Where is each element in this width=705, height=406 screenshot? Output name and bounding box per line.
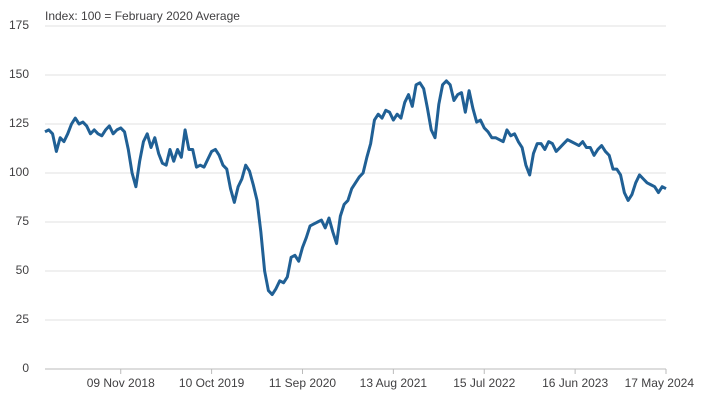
y-tick-label: 100 — [9, 165, 29, 179]
y-tick-label: 150 — [9, 67, 29, 81]
y-tick-label: 0 — [22, 361, 29, 375]
x-tick-label: 09 Nov 2018 — [87, 376, 155, 390]
x-tick-label: 10 Oct 2019 — [179, 376, 245, 390]
chart-subtitle: Index: 100 = February 2020 Average — [45, 9, 240, 23]
y-tick-label: 75 — [16, 214, 30, 228]
x-tick-label: 16 Jun 2023 — [542, 376, 608, 390]
x-tick-label: 13 Aug 2021 — [360, 376, 428, 390]
y-tick-label: 125 — [9, 116, 29, 130]
x-tick-label: 11 Sep 2020 — [269, 376, 336, 390]
y-tick-label: 50 — [16, 263, 30, 277]
x-tick-label: 15 Jul 2022 — [453, 376, 515, 390]
y-tick-label: 25 — [16, 312, 30, 326]
y-tick-label: 175 — [9, 18, 29, 32]
x-tick-label: 17 May 2024 — [625, 376, 695, 390]
data-line — [44, 79, 667, 297]
